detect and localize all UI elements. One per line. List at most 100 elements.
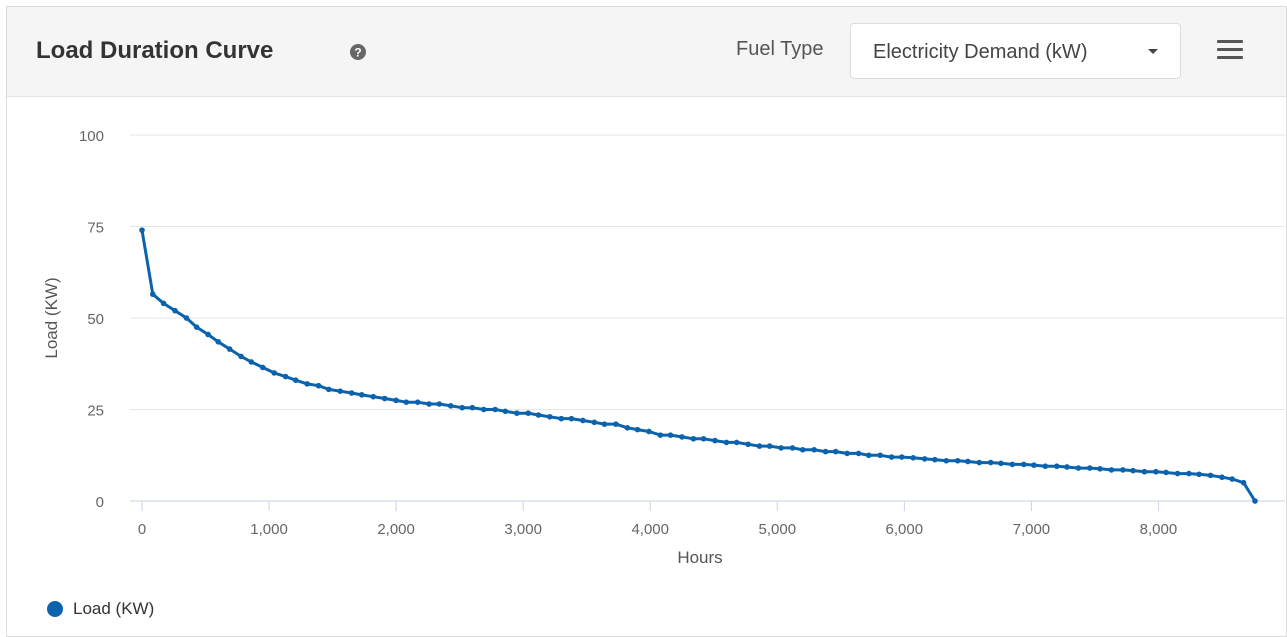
data-point[interactable] xyxy=(1020,461,1027,468)
data-point[interactable] xyxy=(160,300,167,307)
data-point[interactable] xyxy=(271,370,277,376)
data-point[interactable] xyxy=(469,404,476,411)
data-point[interactable] xyxy=(1153,468,1159,475)
data-point[interactable] xyxy=(855,450,862,457)
data-point[interactable] xyxy=(183,315,190,321)
data-point[interactable] xyxy=(381,395,388,402)
data-point[interactable] xyxy=(282,373,289,380)
data-point[interactable] xyxy=(226,346,233,352)
data-point[interactable] xyxy=(1219,474,1225,481)
legend-item-load[interactable]: Load (KW) xyxy=(47,598,154,620)
data-point[interactable] xyxy=(646,428,652,435)
data-point[interactable] xyxy=(700,435,707,442)
data-point[interactable] xyxy=(1009,461,1016,468)
data-point[interactable] xyxy=(733,439,740,446)
data-point[interactable] xyxy=(1229,476,1235,482)
data-point[interactable] xyxy=(502,408,509,415)
data-point[interactable] xyxy=(690,435,697,442)
data-point[interactable] xyxy=(568,415,575,422)
data-point[interactable] xyxy=(1240,479,1247,486)
data-point[interactable] xyxy=(844,450,850,457)
question-circle-icon[interactable]: ? xyxy=(350,44,366,60)
data-point[interactable] xyxy=(1186,470,1192,477)
data-point[interactable] xyxy=(987,459,994,466)
hamburger-menu-icon[interactable] xyxy=(1217,40,1243,62)
data-point[interactable] xyxy=(348,390,355,396)
data-point[interactable] xyxy=(359,392,365,398)
data-point[interactable] xyxy=(1064,464,1070,470)
data-point[interactable] xyxy=(492,406,499,413)
data-point[interactable] xyxy=(624,425,631,431)
data-point[interactable] xyxy=(238,353,244,360)
data-point[interactable] xyxy=(1108,467,1115,473)
data-point[interactable] xyxy=(337,388,344,395)
data-point[interactable] xyxy=(259,364,266,371)
data-point[interactable] xyxy=(315,382,322,389)
data-point[interactable] xyxy=(426,401,432,407)
data-point[interactable] xyxy=(547,414,553,420)
data-point[interactable] xyxy=(1087,465,1093,471)
data-point[interactable] xyxy=(1141,468,1148,475)
data-point[interactable] xyxy=(1042,463,1049,470)
data-point[interactable] xyxy=(822,448,829,455)
data-point[interactable] xyxy=(558,415,565,422)
data-point[interactable] xyxy=(172,307,178,314)
data-point[interactable] xyxy=(634,426,641,433)
data-point[interactable] xyxy=(667,432,674,438)
data-point[interactable] xyxy=(932,456,938,463)
data-point[interactable] xyxy=(954,457,961,464)
data-point[interactable] xyxy=(1196,471,1202,478)
data-point[interactable] xyxy=(756,443,763,449)
data-point[interactable] xyxy=(580,417,586,424)
data-point[interactable] xyxy=(535,412,542,418)
data-point[interactable] xyxy=(877,452,883,459)
data-point[interactable] xyxy=(139,227,145,233)
data-point[interactable] xyxy=(910,455,917,461)
data-point[interactable] xyxy=(514,410,520,416)
data-point[interactable] xyxy=(1252,498,1258,504)
data-point[interactable] xyxy=(745,441,751,448)
data-point[interactable] xyxy=(865,452,872,459)
data-point[interactable] xyxy=(601,421,608,427)
data-point[interactable] xyxy=(799,446,806,453)
data-point[interactable] xyxy=(1163,469,1169,476)
data-point[interactable] xyxy=(811,446,817,453)
data-point[interactable] xyxy=(1120,467,1126,473)
data-point[interactable] xyxy=(888,454,895,460)
data-point[interactable] xyxy=(1130,467,1136,474)
data-point[interactable] xyxy=(832,448,839,455)
data-point[interactable] xyxy=(292,377,299,384)
data-point[interactable] xyxy=(205,331,211,338)
fuel-type-dropdown[interactable]: Electricity Demand (kW) xyxy=(850,23,1181,79)
data-point[interactable] xyxy=(393,397,399,404)
data-point[interactable] xyxy=(414,399,421,405)
data-point[interactable] xyxy=(591,419,598,426)
data-point[interactable] xyxy=(215,338,222,345)
data-point[interactable] xyxy=(1174,470,1181,477)
data-point[interactable] xyxy=(976,459,983,466)
data-point[interactable] xyxy=(1097,465,1103,472)
data-point[interactable] xyxy=(325,386,332,393)
data-point[interactable] xyxy=(613,421,619,427)
data-point[interactable] xyxy=(723,439,730,446)
data-point[interactable] xyxy=(304,381,310,387)
data-point[interactable] xyxy=(436,401,443,407)
data-point[interactable] xyxy=(998,460,1004,467)
data-point[interactable] xyxy=(370,393,377,400)
data-point[interactable] xyxy=(149,291,156,298)
data-point[interactable] xyxy=(766,443,773,449)
data-point[interactable] xyxy=(1207,472,1214,479)
data-point[interactable] xyxy=(248,359,255,365)
data-point[interactable] xyxy=(480,406,487,413)
data-point[interactable] xyxy=(965,458,971,465)
data-point[interactable] xyxy=(789,445,796,451)
data-point[interactable] xyxy=(712,437,718,444)
data-point[interactable] xyxy=(898,454,905,460)
data-point[interactable] xyxy=(657,432,664,438)
data-point[interactable] xyxy=(943,457,950,464)
data-point[interactable] xyxy=(1031,462,1037,468)
data-point[interactable] xyxy=(1053,463,1060,470)
data-point[interactable] xyxy=(459,404,465,411)
data-point[interactable] xyxy=(403,399,410,405)
data-point[interactable] xyxy=(778,445,784,451)
